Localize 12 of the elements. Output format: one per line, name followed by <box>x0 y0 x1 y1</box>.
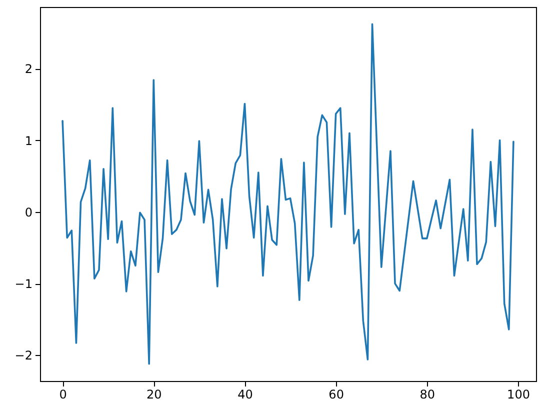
y-tick-label: −1 <box>14 277 32 292</box>
line-series <box>62 23 514 365</box>
x-tick-label: 0 <box>59 388 67 402</box>
y-tick-label: 2 <box>24 62 32 76</box>
x-tick-label: 100 <box>507 388 530 402</box>
x-tick-label: 60 <box>328 388 344 402</box>
y-tick-label: 1 <box>24 134 32 148</box>
x-tick-label: 80 <box>420 388 436 402</box>
y-tick-label: −2 <box>14 348 32 363</box>
x-tick-label: 40 <box>238 388 253 402</box>
x-tick-label: 20 <box>146 388 162 402</box>
y-tick-label: 0 <box>24 205 32 220</box>
